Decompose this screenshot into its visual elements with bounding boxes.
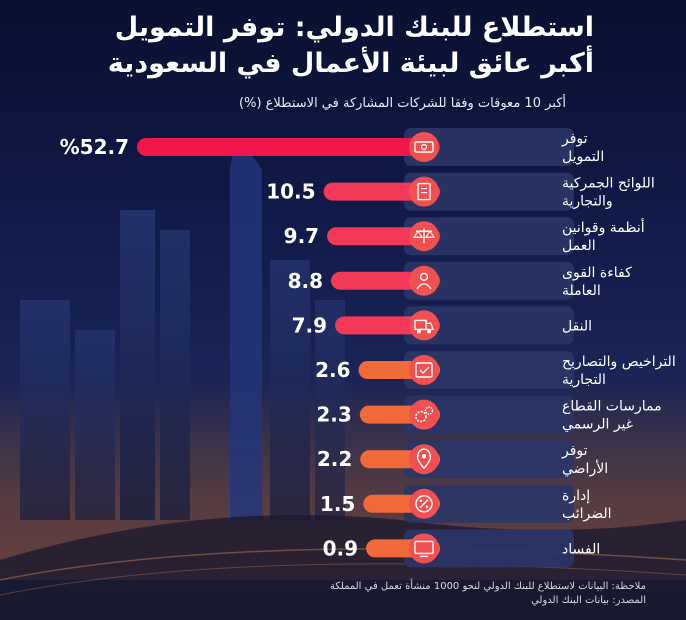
- bar-row: 0.9 الفساد: [323, 529, 600, 568]
- bar-row: 2.3 ممارسات القطاع غير الرسمي: [316, 395, 662, 434]
- category-label: الضرائب: [562, 506, 612, 522]
- bar-row: %52.7 توفر التمويل: [60, 128, 604, 166]
- category-label: إدارة: [562, 488, 590, 504]
- icon-badge: [409, 444, 439, 475]
- data-label: 2.6: [315, 358, 350, 382]
- category-label: العمل: [562, 238, 596, 254]
- category-label: التمويل: [562, 149, 604, 165]
- category-label-box: [404, 395, 574, 434]
- bar-row: 10.5 اللوائح الجمركية والتجارية: [266, 172, 655, 211]
- data-label: 1.5: [320, 492, 355, 516]
- category-label-box: [404, 172, 574, 211]
- scales-icon: [412, 228, 436, 244]
- bar-row: 8.8 كفاءة القوى العاملة: [288, 261, 632, 300]
- category-label: التجارية: [562, 372, 606, 388]
- icon-badge: [409, 399, 439, 430]
- icon-badge: [409, 132, 439, 162]
- gears-icon: [415, 406, 434, 423]
- category-label: غير الرسمي: [562, 417, 633, 433]
- category-label-box: [404, 351, 574, 389]
- category-label-box: [404, 306, 574, 345]
- category-label-box: [404, 261, 574, 300]
- bar-row: 9.7 أنظمة وقوانين العمل: [284, 217, 645, 256]
- data-label: 7.9: [292, 313, 327, 337]
- category-label: كفاءة القوى: [562, 265, 632, 281]
- data-label: 2.2: [317, 447, 352, 471]
- category-label: ممارسات القطاع: [562, 399, 662, 415]
- bar-row: 1.5 إدارة الضرائب: [320, 484, 612, 523]
- tax-icon: [415, 495, 433, 513]
- bar-row: 2.6 التراخيص والتصاريح التجارية: [315, 351, 676, 389]
- bar-row: 7.9 النقل: [292, 306, 592, 345]
- category-label-box: [404, 217, 574, 256]
- icon-badge: [409, 310, 439, 341]
- location-pin-icon: [416, 448, 432, 470]
- category-label: التراخيص والتصاريح: [562, 354, 676, 370]
- data-label: 9.7: [284, 224, 319, 248]
- money-icon: [414, 141, 434, 153]
- data-label: 0.9: [323, 536, 358, 560]
- worker-icon: [416, 272, 432, 290]
- icon-badge: [409, 176, 439, 207]
- data-label: 2.3: [316, 403, 351, 427]
- category-label: الفساد: [562, 541, 600, 557]
- bar: [137, 138, 440, 156]
- icon-badge: [409, 355, 439, 385]
- category-label: أنظمة وقوانين: [562, 218, 645, 236]
- category-label-box: [404, 128, 574, 166]
- chart-title: استطلاع للبنك الدولي: توفر التمويل أكبر …: [54, 10, 594, 82]
- monitor-icon: [414, 540, 434, 558]
- data-label: 8.8: [288, 269, 323, 293]
- chart-subtitle: أكبر 10 معوقات وفقا للشركات المشاركة في …: [239, 96, 566, 111]
- footer: ملاحظة: البيانات لاستطلاع للبنك الدولي ل…: [86, 580, 646, 608]
- icon-badge: [409, 533, 439, 564]
- permit-icon: [415, 362, 433, 378]
- category-label-box: [404, 440, 574, 479]
- category-label: العاملة: [562, 283, 601, 299]
- category-label: النقل: [562, 318, 592, 334]
- document-icon: [417, 182, 431, 201]
- category-label: توفر: [561, 131, 588, 147]
- category-label: اللوائح الجمركية: [562, 176, 655, 192]
- title-line-2: أكبر عائق لبيئة الأعمال في السعودية: [107, 48, 594, 79]
- data-label: %52.7: [60, 135, 129, 159]
- category-label: الأراضي: [562, 459, 608, 477]
- category-label-box: [404, 529, 574, 568]
- data-label: 10.5: [266, 180, 315, 204]
- category-label: توفر: [561, 443, 588, 459]
- footer-note: ملاحظة: البيانات لاستطلاع للبنك الدولي ل…: [329, 581, 646, 592]
- title-line-1: استطلاع للبنك الدولي: توفر التمويل: [114, 12, 594, 43]
- category-label-box: [404, 484, 574, 523]
- truck-icon: [414, 319, 434, 334]
- category-label: والتجارية: [562, 194, 613, 210]
- footer-source: المصدر: بيانات البنك الدولي: [531, 595, 646, 606]
